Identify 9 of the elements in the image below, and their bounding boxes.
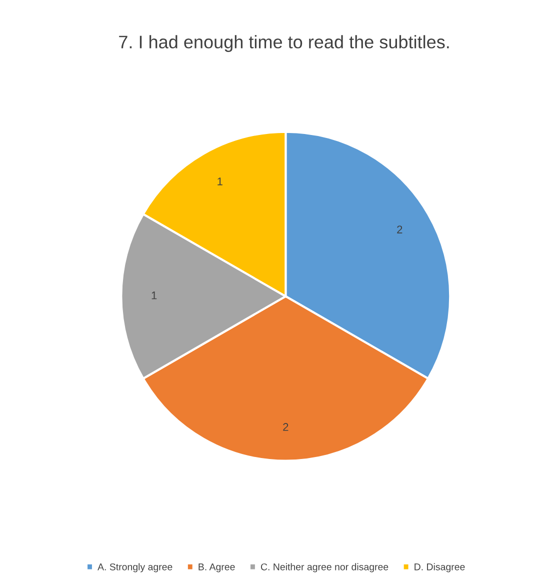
data-label: 2: [283, 423, 288, 431]
legend-label: B. Agree: [198, 564, 235, 572]
data-label: 1: [152, 292, 157, 300]
legend-label: D. Disagree: [414, 563, 465, 572]
chart-title: 7. I had enough time to read the subtitles.: [119, 35, 449, 52]
data-label: 2: [397, 226, 402, 234]
legend-label: A. Strongly agree: [98, 563, 172, 572]
legend-label: C. Neither agree nor disagree: [260, 563, 388, 572]
data-label: 1: [218, 178, 222, 186]
